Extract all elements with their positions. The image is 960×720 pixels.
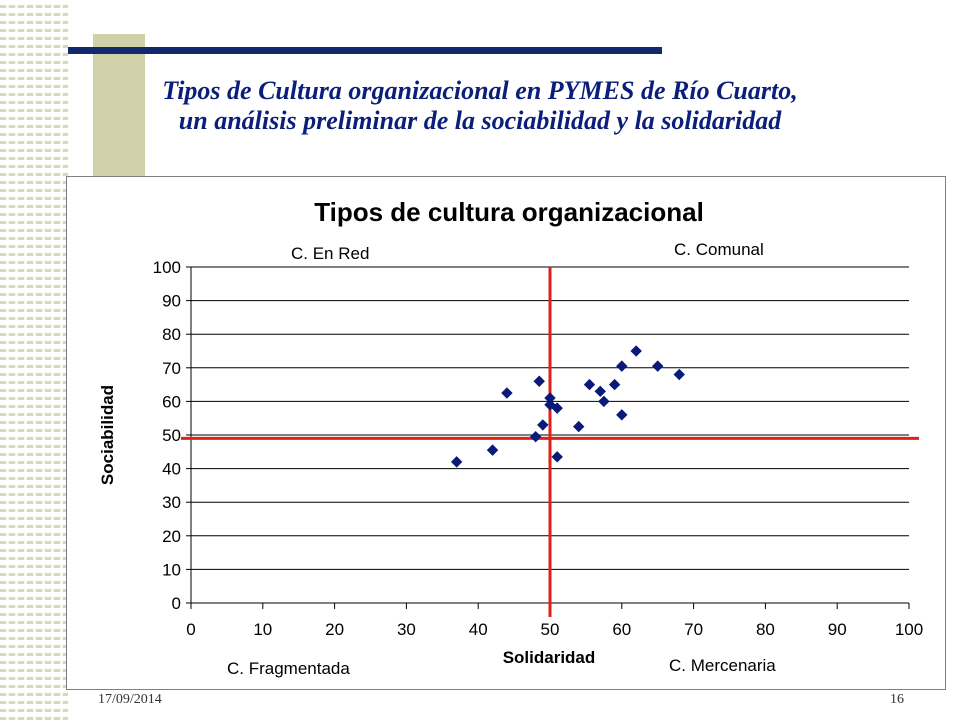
slide-title: Tipos de Cultura organizacional en PYMES… <box>162 76 798 135</box>
reference-lines <box>181 267 919 617</box>
data-point <box>537 419 549 431</box>
x-tick-label: 90 <box>828 620 847 639</box>
y-tick-label: 50 <box>162 426 181 445</box>
data-point <box>573 420 585 433</box>
x-tick-label: 60 <box>612 620 631 639</box>
decorative-accent-block <box>93 34 145 184</box>
x-tick-label: 40 <box>469 620 488 639</box>
y-tick-label: 40 <box>162 460 181 479</box>
data-point <box>551 451 563 463</box>
data-point <box>583 378 596 391</box>
x-tick-label: 20 <box>325 620 344 639</box>
y-axis-label: Sociabilidad <box>98 385 117 485</box>
y-tick-label: 100 <box>153 258 181 277</box>
x-tick-label: 80 <box>756 620 775 639</box>
scatter-chart: Tipos de cultura organizacional C. En Re… <box>98 197 924 678</box>
chart-title: Tipos de cultura organizacional <box>314 197 704 227</box>
data-point <box>616 360 628 372</box>
chart-frame: Tipos de cultura organizacional C. En Re… <box>66 176 946 690</box>
data-point <box>486 444 499 456</box>
data-point <box>630 345 642 357</box>
title-accent-bar <box>68 47 662 54</box>
quadrant-label-bottom-left: C. Fragmentada <box>227 659 350 678</box>
decorative-stripes-overlay <box>0 0 68 720</box>
data-point <box>529 430 542 443</box>
data-point <box>673 368 685 381</box>
x-tick-label: 30 <box>397 620 416 639</box>
axis-ticks: 0 10 20 30 40 50 60 70 80 90 100 0 10 20 30 40 50 60 70 80 9… <box>153 258 924 639</box>
x-tick-label: 0 <box>186 620 195 639</box>
y-tick-label: 0 <box>172 594 181 613</box>
quadrant-label-bottom-right: C. Mercenaria <box>669 656 776 675</box>
slide-date: 17/09/2014 <box>98 692 162 707</box>
x-tick-label: 70 <box>684 620 703 639</box>
data-point <box>501 387 513 399</box>
data-point <box>608 378 621 391</box>
y-tick-label: 90 <box>162 292 181 311</box>
data-point <box>594 385 606 398</box>
y-tick-label: 30 <box>162 493 181 512</box>
data-point <box>616 409 628 421</box>
data-point <box>533 375 545 387</box>
y-tick-label: 80 <box>162 325 181 344</box>
x-tick-label: 50 <box>541 620 560 639</box>
x-tick-label: 10 <box>253 620 272 639</box>
x-axis-label: Solidaridad <box>503 648 596 667</box>
data-points <box>450 345 685 468</box>
x-tick-label: 100 <box>895 620 923 639</box>
data-point <box>551 402 563 414</box>
y-tick-label: 20 <box>162 527 181 546</box>
quadrant-label-top-left: C. En Red <box>291 244 369 263</box>
data-point <box>450 456 463 468</box>
quadrant-label-top-right: C. Comunal <box>674 240 764 259</box>
data-point <box>651 360 664 372</box>
y-tick-label: 10 <box>162 560 181 579</box>
y-tick-label: 70 <box>162 359 181 378</box>
data-point <box>598 395 610 408</box>
slide-page-number: 16 <box>890 692 904 707</box>
y-tick-label: 60 <box>162 392 181 411</box>
